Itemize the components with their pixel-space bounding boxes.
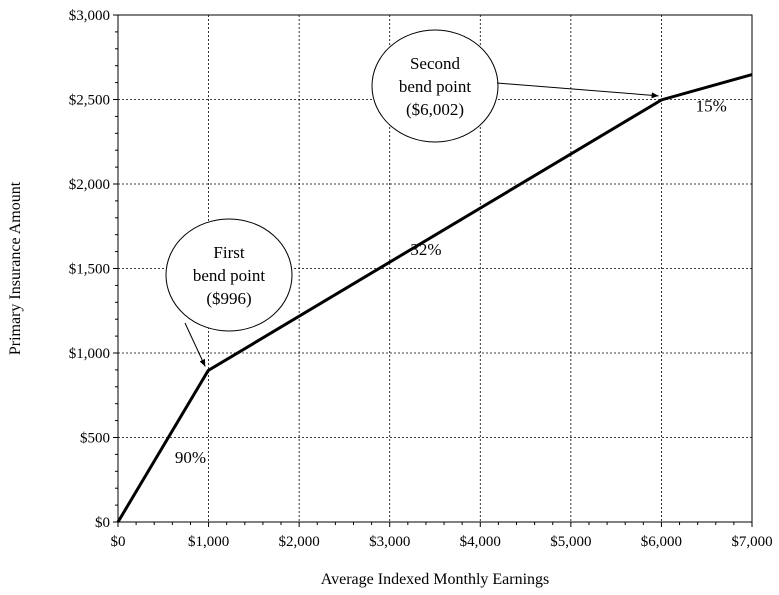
- callout-text: Second: [410, 54, 461, 73]
- callout-bubble: [371, 29, 499, 143]
- bend-point-callout: First bend point ($996): [165, 218, 293, 367]
- y-tick-label: $0: [95, 515, 110, 531]
- rate-label: 32%: [410, 240, 441, 259]
- callout-text: First: [213, 243, 244, 262]
- y-axis-title: Primary Insurance Amount: [7, 181, 24, 355]
- callout-text: ($996): [206, 289, 251, 308]
- y-tick-label: $2,500: [69, 93, 110, 109]
- callout-arrow: [184, 322, 206, 367]
- x-tick-label: $0: [111, 534, 126, 550]
- y-axis-tick-labels: $0 $500 $1,000 $1,500 $2,000 $2,500 $3,000: [69, 8, 110, 531]
- x-tick-label: $4,000: [460, 534, 501, 550]
- y-tick-label: $3,000: [69, 8, 110, 24]
- x-tick-label: $1,000: [188, 534, 229, 550]
- callouts: First bend point ($996) Second bend point ($6…: [165, 29, 659, 367]
- y-tick-label: $1,500: [69, 262, 110, 278]
- x-tick-label: $3,000: [369, 534, 410, 550]
- callout-text: bend point: [399, 77, 472, 96]
- x-tick-label: $2,000: [279, 534, 320, 550]
- x-tick-label: $5,000: [550, 534, 591, 550]
- x-axis-tick-labels: $0 $1,000 $2,000 $3,000 $4,000 $5,000 $6,000 $7…: [111, 534, 773, 550]
- series-layer: [116, 73, 753, 523]
- callout-text: ($6,002): [406, 100, 464, 119]
- y-tick-label: $500: [80, 431, 110, 447]
- x-tick-label: $6,000: [641, 534, 682, 550]
- x-axis-title: Average Indexed Monthly Earnings: [321, 571, 550, 588]
- callout-bubble: [165, 218, 293, 332]
- x-tick-label: $7,000: [731, 534, 772, 550]
- rate-label: 90%: [175, 448, 206, 467]
- callout-text: bend point: [193, 266, 266, 285]
- bend-point-callout: Second bend point ($6,002): [371, 29, 659, 143]
- y-tick-label: $2,000: [69, 177, 110, 193]
- callout-arrow: [496, 82, 659, 99]
- axis-ticks: [113, 14, 753, 527]
- rate-labels: 90% 32% 15%: [175, 96, 727, 467]
- rate-label: 15%: [696, 96, 727, 115]
- y-tick-label: $1,000: [69, 346, 110, 362]
- pia-line: [116, 73, 753, 523]
